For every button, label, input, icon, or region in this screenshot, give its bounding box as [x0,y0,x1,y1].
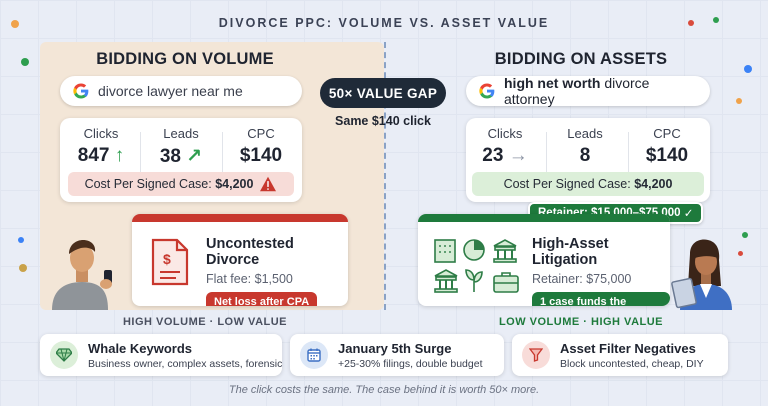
left-cost-per-case-bar: Cost Per Signed Case: $4,200 [68,172,294,196]
page-title: DIVORCE PPC: VOLUME VS. ASSET VALUE [218,16,550,30]
decor-dot [713,17,719,23]
tip-title: January 5th Surge [338,340,452,356]
woman-with-tablet-illustration [671,239,732,310]
calendar-icon [300,341,328,369]
tip-text: +25-30% filings, double budget [338,357,483,370]
decor-dot [11,20,19,28]
decor-dot [736,98,742,104]
filter-icon [522,341,550,369]
right-heading: BIDDING ON ASSETS [494,50,668,68]
center-divider [384,42,386,310]
uncontested-divorce-card: $ Uncontested Divorce Flat fee: $1,500 N… [132,214,348,306]
left-metric-cpc: CPC $140 [226,126,296,167]
man-with-phone-illustration [52,240,112,310]
tip-title: Whale Keywords [88,340,193,356]
diamond-icon [50,341,78,369]
metric-value: 23 → [482,145,528,166]
footer-tagline: The click costs the same. The case behin… [228,384,540,396]
metric-label: CPC [247,126,275,141]
decor-dot [688,20,694,26]
left-caption: HIGH VOLUME · LOW VALUE [122,316,288,328]
cost-value: $4,200 [215,177,254,191]
tip-text: Block uncontested, cheap, DIY [560,357,704,370]
decor-dot [21,58,29,66]
arrow-right-icon: → [508,145,528,166]
card-subtitle: Flat fee: $1,500 [206,272,293,286]
right-cost-per-case-bar: Cost Per Signed Case: $4,200 [472,172,704,196]
value-gap-badge: 50× VALUE GAP [320,78,446,108]
right-metric-cpc: CPC $140 [632,126,702,167]
net-loss-badge: Net loss after CPA [206,292,318,306]
right-metrics-card: Clicks 23 → Leads 8 CPC $140 Cost Per Si… [466,118,710,202]
right-caption: LOW VOLUME · HIGH VALUE [498,316,664,328]
checkmark-icon: ✓ [683,208,694,220]
decor-dot [18,237,24,243]
tip-card-whale-keywords: Whale Keywords Business owner, complex a… [40,334,282,376]
decor-dot [19,264,27,272]
right-metric-clicks: Clicks 23 → [470,126,540,167]
arrow-up-right-icon: ↗ [186,146,203,167]
cost-value: $4,200 [634,177,673,191]
card-title: Uncontested Divorce [206,236,294,268]
card-subtitle: Retainer: $75,000 [532,272,632,286]
tip-text: Business owner, complex assets, forensic [88,357,283,370]
left-heading: BIDDING ON VOLUME [96,50,274,68]
metric-value: $140 [645,145,689,166]
left-search-bar: divorce lawyer near me [60,76,302,106]
card-title: High-Asset Litigation [532,236,609,268]
metric-label: Clicks [487,126,523,141]
metric-label: Clicks [83,126,119,141]
left-metric-clicks: Clicks 847 ↑ [66,126,136,167]
left-metrics-card: Clicks 847 ↑ Leads 38 ↗ CPC $140 Cost Pe… [60,118,302,202]
tip-title: Asset Filter Negatives [560,340,696,356]
google-icon [73,83,89,99]
arrow-up-icon: ↑ [114,145,125,166]
same-click-label: Same $140 click [335,114,431,128]
right-metric-leads: Leads 8 [550,126,620,167]
decor-dot [738,251,743,256]
cost-label: Cost Per Signed Case: [84,177,212,191]
tip-card-asset-filter: Asset Filter Negatives Block uncontested… [512,334,728,376]
metric-label: Leads [567,126,603,141]
metric-value: 38 ↗ [159,146,203,167]
svg-text:$: $ [163,251,171,267]
decor-dot [744,65,752,73]
metric-value: $140 [239,145,283,166]
right-search-query: high net worth divorce attorney [504,75,650,107]
high-asset-litigation-card: High-Asset Litigation Retainer: $75,000 … [418,214,670,306]
invoice-document-icon: $ [151,238,189,286]
metric-label: Leads [163,126,199,141]
cost-label: Cost Per Signed Case: [503,177,631,191]
decor-dot [742,232,748,238]
metric-value: 8 [579,145,591,166]
right-card-text: High-Asset Litigation Retainer: $75,000 … [532,236,670,306]
left-search-query: divorce lawyer near me [98,83,243,99]
metric-value: 847 ↑ [77,145,125,166]
google-icon [479,83,495,99]
funds-quarter-badge: 1 case funds the quarter [532,292,670,306]
left-card-text: Uncontested Divorce Flat fee: $1,500 Net… [206,236,348,306]
metric-label: CPC [653,126,681,141]
left-metric-leads: Leads 38 ↗ [146,126,216,168]
right-search-bar: high net worth divorce attorney [466,75,710,107]
tip-card-january-surge: January 5th Surge +25-30% filings, doubl… [290,334,504,376]
warning-icon [260,176,277,192]
assets-icon-group [434,239,519,293]
